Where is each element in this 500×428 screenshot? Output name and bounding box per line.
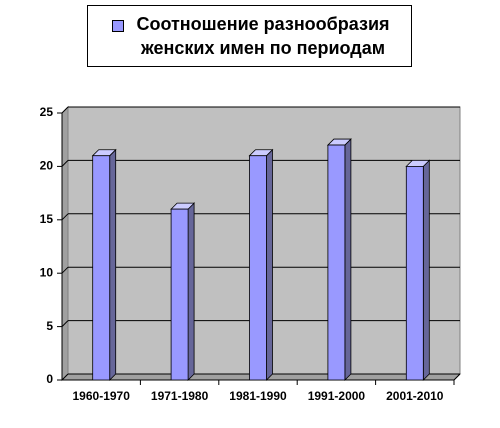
grid-line-side xyxy=(61,160,69,167)
grid-line-side xyxy=(61,106,69,114)
grid-line-side xyxy=(61,373,69,381)
legend-swatch xyxy=(112,20,124,32)
y-tick-label: 10 xyxy=(40,265,54,279)
bar xyxy=(92,155,111,381)
grid-line-side xyxy=(61,213,69,221)
bar-side xyxy=(266,148,273,381)
x-tick-label: 1991-2000 xyxy=(308,389,366,403)
x-tick-label: 1960-1970 xyxy=(73,389,131,403)
y-tick-label: 0 xyxy=(46,372,53,386)
bar-side xyxy=(344,138,352,381)
bar xyxy=(170,208,189,381)
y-tick-label: 25 xyxy=(40,105,54,119)
x-tick-label: 1971-1980 xyxy=(151,389,209,403)
bar-side xyxy=(422,159,430,381)
grid-line-side xyxy=(61,266,69,274)
bar xyxy=(249,155,267,381)
bar-side xyxy=(109,148,117,381)
y-tick-label: 15 xyxy=(40,212,54,226)
legend-label: Соотношение разнообразия женских имен по… xyxy=(136,14,390,58)
bar-side xyxy=(187,202,195,381)
bar xyxy=(405,165,424,381)
side-wall xyxy=(61,105,69,382)
x-axis-depth xyxy=(453,373,461,381)
x-tick-label: 1981-1990 xyxy=(229,389,287,403)
legend: Соотношение разнообразия женских имен по… xyxy=(87,5,412,67)
x-tick-label: 2001-2010 xyxy=(386,389,444,403)
bar xyxy=(327,144,346,381)
y-tick-label: 5 xyxy=(46,319,53,333)
y-tick-label: 20 xyxy=(40,159,54,173)
grid-line-side xyxy=(61,320,69,327)
